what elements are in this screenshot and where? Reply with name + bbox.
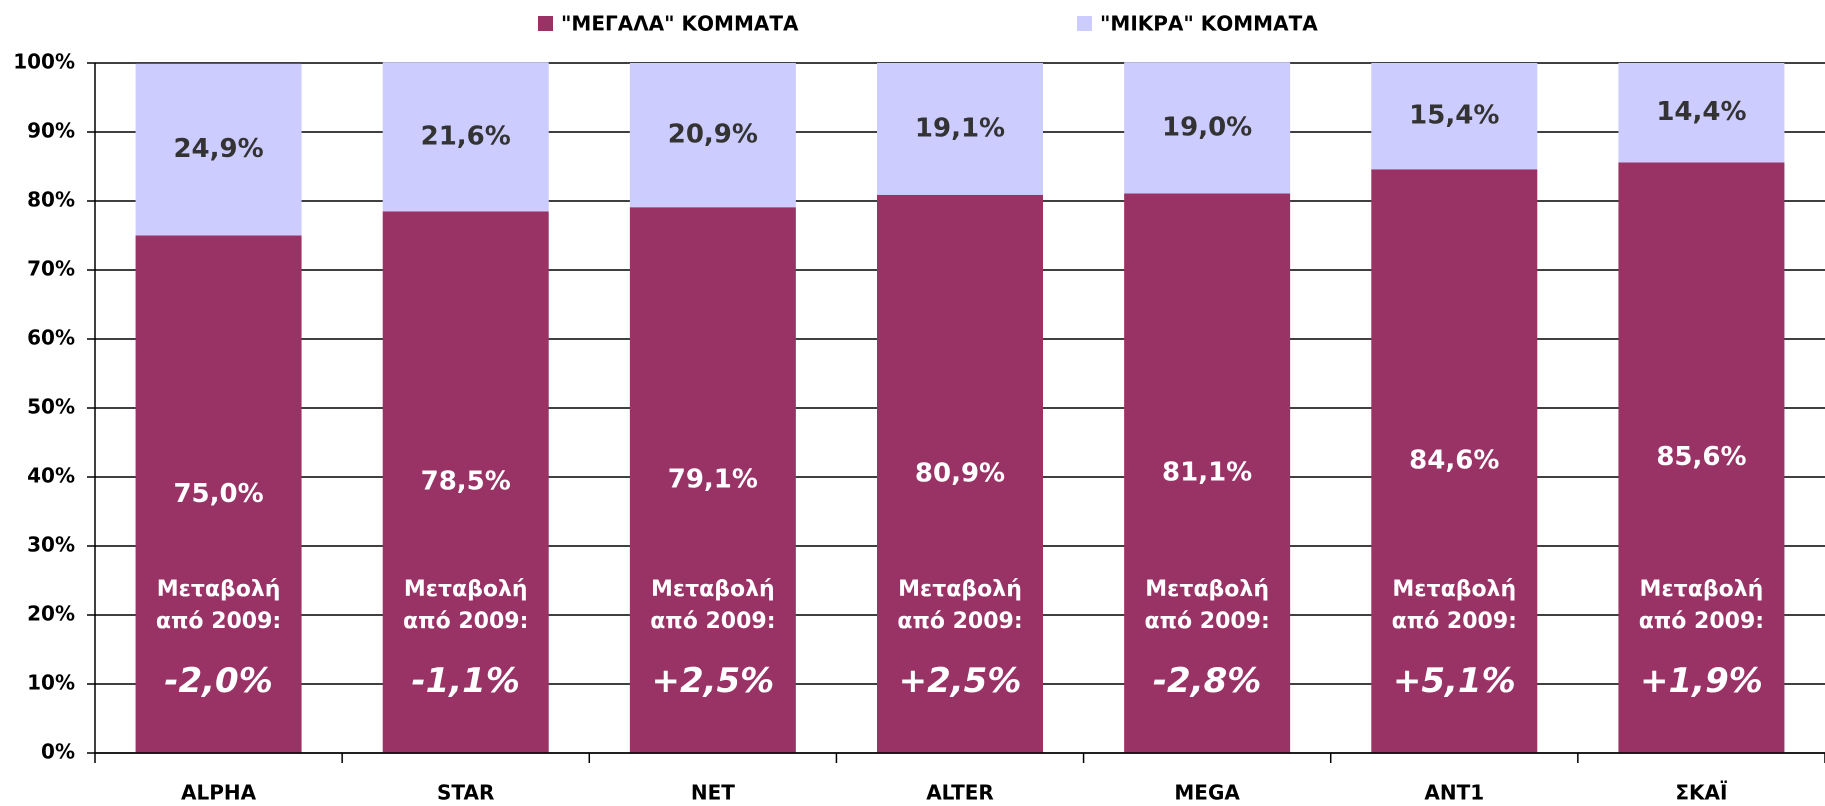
annotation: Μεταβολή xyxy=(1145,577,1269,602)
legend-swatch xyxy=(538,16,553,31)
value-label: 84,6% xyxy=(1409,446,1499,476)
value-label: 75,0% xyxy=(173,479,263,509)
bar-segment xyxy=(135,235,302,753)
legend-swatch xyxy=(1077,16,1092,31)
x-tick-label: MEGA xyxy=(1174,781,1240,805)
bar-segment xyxy=(135,63,302,236)
change-label: +2,5% xyxy=(651,661,774,701)
change-label: -1,1% xyxy=(412,661,520,701)
x-tick-label: NET xyxy=(691,781,735,805)
change-label: +1,9% xyxy=(1640,661,1763,701)
annotation: Μεταβολή xyxy=(404,577,528,602)
value-label: 20,9% xyxy=(668,120,758,150)
bar-segment xyxy=(382,211,549,754)
bar-segment xyxy=(1371,169,1538,753)
value-label: 80,9% xyxy=(915,458,1005,488)
legend-label: "ΜΕΓΑΛΑ" ΚΟΜΜΑΤΑ xyxy=(561,12,799,36)
bar-segment xyxy=(1124,62,1291,194)
bar-segment xyxy=(1618,162,1785,754)
x-tick-label: STAR xyxy=(437,781,494,805)
annotation: από 2009: xyxy=(403,609,528,634)
annotation: Μεταβολή xyxy=(898,577,1022,602)
bar-segment xyxy=(1371,63,1538,170)
y-tick-label: 90% xyxy=(27,119,75,143)
value-label: 79,1% xyxy=(668,465,758,495)
x-tick-label: ΣΚΑΪ xyxy=(1675,781,1727,805)
y-tick-label: 100% xyxy=(13,50,75,74)
y-tick-label: 10% xyxy=(27,671,75,695)
value-label: 19,0% xyxy=(1162,112,1252,142)
annotation: από 2009: xyxy=(650,609,775,634)
change-label: +5,1% xyxy=(1393,661,1516,701)
y-tick-label: 60% xyxy=(27,326,75,350)
bar-segment xyxy=(1124,193,1291,753)
change-label: -2,8% xyxy=(1153,661,1261,701)
annotation: από 2009: xyxy=(1639,609,1764,634)
change-label: -2,0% xyxy=(164,661,272,701)
value-label: 14,4% xyxy=(1656,97,1746,127)
y-tick-label: 50% xyxy=(27,395,75,419)
annotation: Μεταβολή xyxy=(1392,577,1516,602)
bar-segment xyxy=(629,63,796,208)
annotation: Μεταβολή xyxy=(651,577,775,602)
change-label: +2,5% xyxy=(899,661,1022,701)
annotation: από 2009: xyxy=(897,609,1022,634)
annotation: από 2009: xyxy=(1144,609,1269,634)
bar-segment xyxy=(877,63,1043,195)
annotation: Μεταβολή xyxy=(157,577,281,602)
legend-label: "ΜΙΚΡΑ" ΚΟΜΜΑΤΑ xyxy=(1100,12,1318,36)
y-tick-label: 70% xyxy=(27,257,75,281)
annotation: από 2009: xyxy=(156,609,281,634)
y-tick-label: 30% xyxy=(27,533,75,557)
value-label: 19,1% xyxy=(915,113,1005,143)
bar-segment xyxy=(1618,63,1785,163)
y-tick-label: 40% xyxy=(27,464,75,488)
annotation: Μεταβολή xyxy=(1640,577,1764,602)
bar-segment xyxy=(629,207,796,753)
value-label: 15,4% xyxy=(1409,101,1499,131)
x-tick-label: ALPHA xyxy=(181,781,257,805)
value-label: 21,6% xyxy=(421,121,511,151)
x-tick-label: ALTER xyxy=(926,781,994,805)
value-label: 78,5% xyxy=(421,467,511,497)
y-tick-label: 20% xyxy=(27,602,75,626)
bar-segment xyxy=(877,194,1043,754)
y-tick-label: 0% xyxy=(41,740,75,764)
x-tick-label: ANT1 xyxy=(1424,781,1484,805)
bar-segment xyxy=(382,62,549,212)
y-tick-label: 80% xyxy=(27,188,75,212)
value-label: 85,6% xyxy=(1656,442,1746,472)
annotation: από 2009: xyxy=(1392,609,1517,634)
value-label: 81,1% xyxy=(1162,458,1252,488)
value-label: 24,9% xyxy=(173,134,263,164)
